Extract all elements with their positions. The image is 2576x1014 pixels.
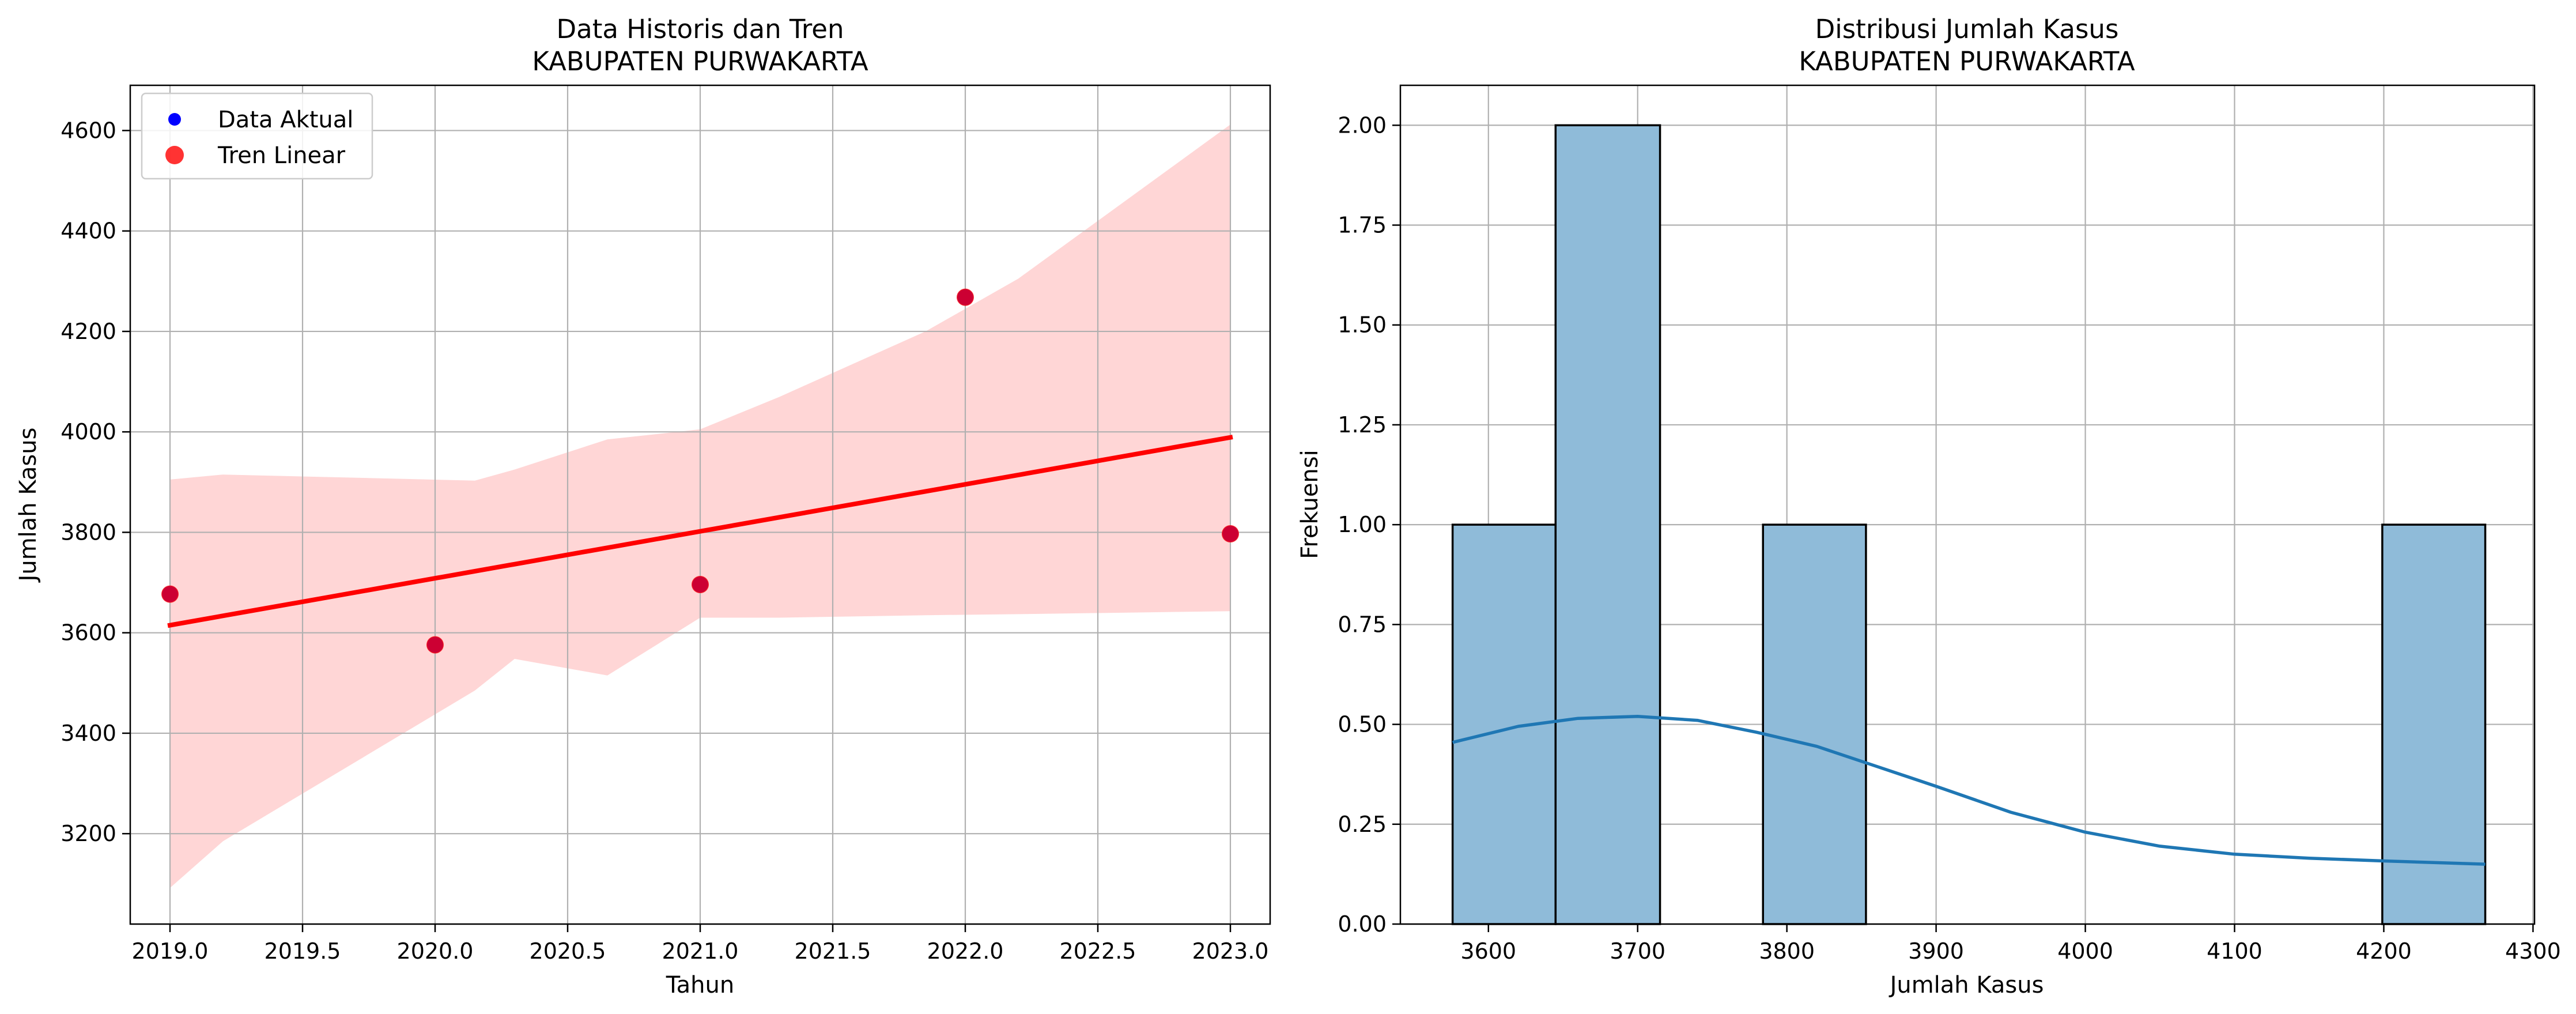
trend-chart: Data Historis dan Tren KABUPATEN PURWAKA… bbox=[15, 14, 1271, 998]
hist-x-tick-label: 4300 bbox=[2505, 938, 2561, 964]
trend-y-tick-label: 4000 bbox=[61, 419, 116, 444]
trend-y-tick-label: 3800 bbox=[61, 519, 116, 545]
hist-y-tick-label: 0.50 bbox=[1338, 712, 1387, 737]
hist-y-tick-label: 0.00 bbox=[1338, 911, 1387, 937]
hist-x-tick-label: 4100 bbox=[2207, 938, 2263, 964]
trend-x-tick-label: 2022.5 bbox=[1060, 938, 1136, 964]
kde-curve bbox=[1452, 714, 2486, 866]
histogram-chart-frame bbox=[1399, 84, 2536, 925]
hist-y-tick-label: 1.50 bbox=[1338, 312, 1387, 338]
legend-marker-data-aktual bbox=[168, 113, 181, 126]
hist-x-tick-label: 4200 bbox=[2356, 938, 2412, 964]
legend-marker-tren-linear bbox=[165, 146, 184, 164]
trend-y-tick-label: 4600 bbox=[61, 118, 116, 143]
histogram-chart-subtitle: KABUPATEN PURWAKARTA bbox=[1799, 46, 2135, 77]
hist-x-tick-label: 3900 bbox=[1908, 938, 1964, 964]
histogram-bar bbox=[1762, 523, 1867, 925]
histogram-bar bbox=[2381, 523, 2487, 925]
legend-box bbox=[141, 92, 373, 180]
histogram-chart-title: Distribusi Jumlah Kasus bbox=[1815, 14, 2119, 44]
histogram-chart: Distribusi Jumlah Kasus KABUPATEN PURWAK… bbox=[1297, 14, 2561, 998]
histogram-chart-ylabel: Frekuensi bbox=[1297, 450, 1323, 559]
hist-y-tick-label: 1.75 bbox=[1338, 213, 1387, 238]
trend-x-tick-label: 2022.0 bbox=[927, 938, 1004, 964]
trend-x-tick-label: 2019.5 bbox=[265, 938, 341, 964]
trend-y-tick-label: 3400 bbox=[61, 721, 116, 746]
kde-curve-path bbox=[1452, 714, 2486, 866]
trend-x-tick-label: 2019.0 bbox=[132, 938, 209, 964]
trend-x-tick-label: 2023.0 bbox=[1192, 938, 1269, 964]
data-points bbox=[161, 288, 1239, 654]
hist-y-tick-label: 1.00 bbox=[1338, 512, 1387, 537]
data-point-regplot bbox=[692, 576, 709, 594]
trend-x-tick-label: 2020.5 bbox=[530, 938, 606, 964]
trend-y-tick-label: 4400 bbox=[61, 218, 116, 244]
hist-x-tick-label: 3700 bbox=[1610, 938, 1665, 964]
trend-chart-xlabel: Tahun bbox=[666, 972, 734, 998]
trend-chart-x-ticks: 2019.0 2019.5 2020.0 2020.5 2021.0 2021.5 2022… bbox=[132, 924, 1269, 964]
hist-y-tick-label: 1.25 bbox=[1338, 412, 1387, 438]
trend-chart-title: Data Historis dan Tren bbox=[556, 14, 844, 44]
histogram-chart-y-ticks: 0.00 0.25 0.50 0.75 1.00 1.25 1.50 1.75 2.00 bbox=[1338, 112, 1400, 937]
hist-x-tick-label: 4000 bbox=[2057, 938, 2113, 964]
trend-line bbox=[167, 435, 1233, 628]
histogram-bar bbox=[1554, 124, 1661, 925]
trend-line-path bbox=[167, 435, 1233, 628]
trend-y-tick-label: 3600 bbox=[61, 620, 116, 646]
trend-chart-ylabel: Jumlah Kasus bbox=[15, 428, 41, 583]
histogram-chart-x-ticks: 3600 3700 3800 3900 4000 4100 4200 4300 bbox=[1460, 924, 2561, 964]
hist-y-tick-label: 0.25 bbox=[1338, 812, 1387, 837]
trend-x-tick-label: 2021.0 bbox=[662, 938, 739, 964]
trend-y-tick-label: 3200 bbox=[61, 821, 116, 846]
data-point-regplot bbox=[426, 636, 444, 654]
trend-y-tick-label: 4200 bbox=[61, 319, 116, 344]
hist-x-tick-label: 3800 bbox=[1759, 938, 1815, 964]
hist-x-tick-label: 3600 bbox=[1460, 938, 1516, 964]
trend-x-tick-label: 2020.0 bbox=[397, 938, 474, 964]
trend-chart-y-ticks: 3200 3400 3600 3800 4000 4200 4400 4600 bbox=[61, 118, 130, 846]
trend-chart-subtitle: KABUPATEN PURWAKARTA bbox=[532, 46, 868, 77]
hist-y-tick-label: 2.00 bbox=[1338, 112, 1387, 138]
data-point-regplot bbox=[1222, 525, 1239, 543]
trend-x-tick-label: 2021.5 bbox=[795, 938, 871, 964]
hist-y-tick-label: 0.75 bbox=[1338, 612, 1387, 637]
data-point-regplot bbox=[161, 585, 179, 603]
data-point-regplot bbox=[957, 288, 974, 306]
legend: Data Aktual Tren Linear bbox=[141, 92, 373, 180]
legend-label-tren-linear: Tren Linear bbox=[217, 142, 346, 169]
histogram-chart-xlabel: Jumlah Kasus bbox=[1888, 972, 2044, 998]
histogram-bars bbox=[1451, 124, 2487, 925]
legend-label-data-aktual: Data Aktual bbox=[218, 107, 353, 133]
